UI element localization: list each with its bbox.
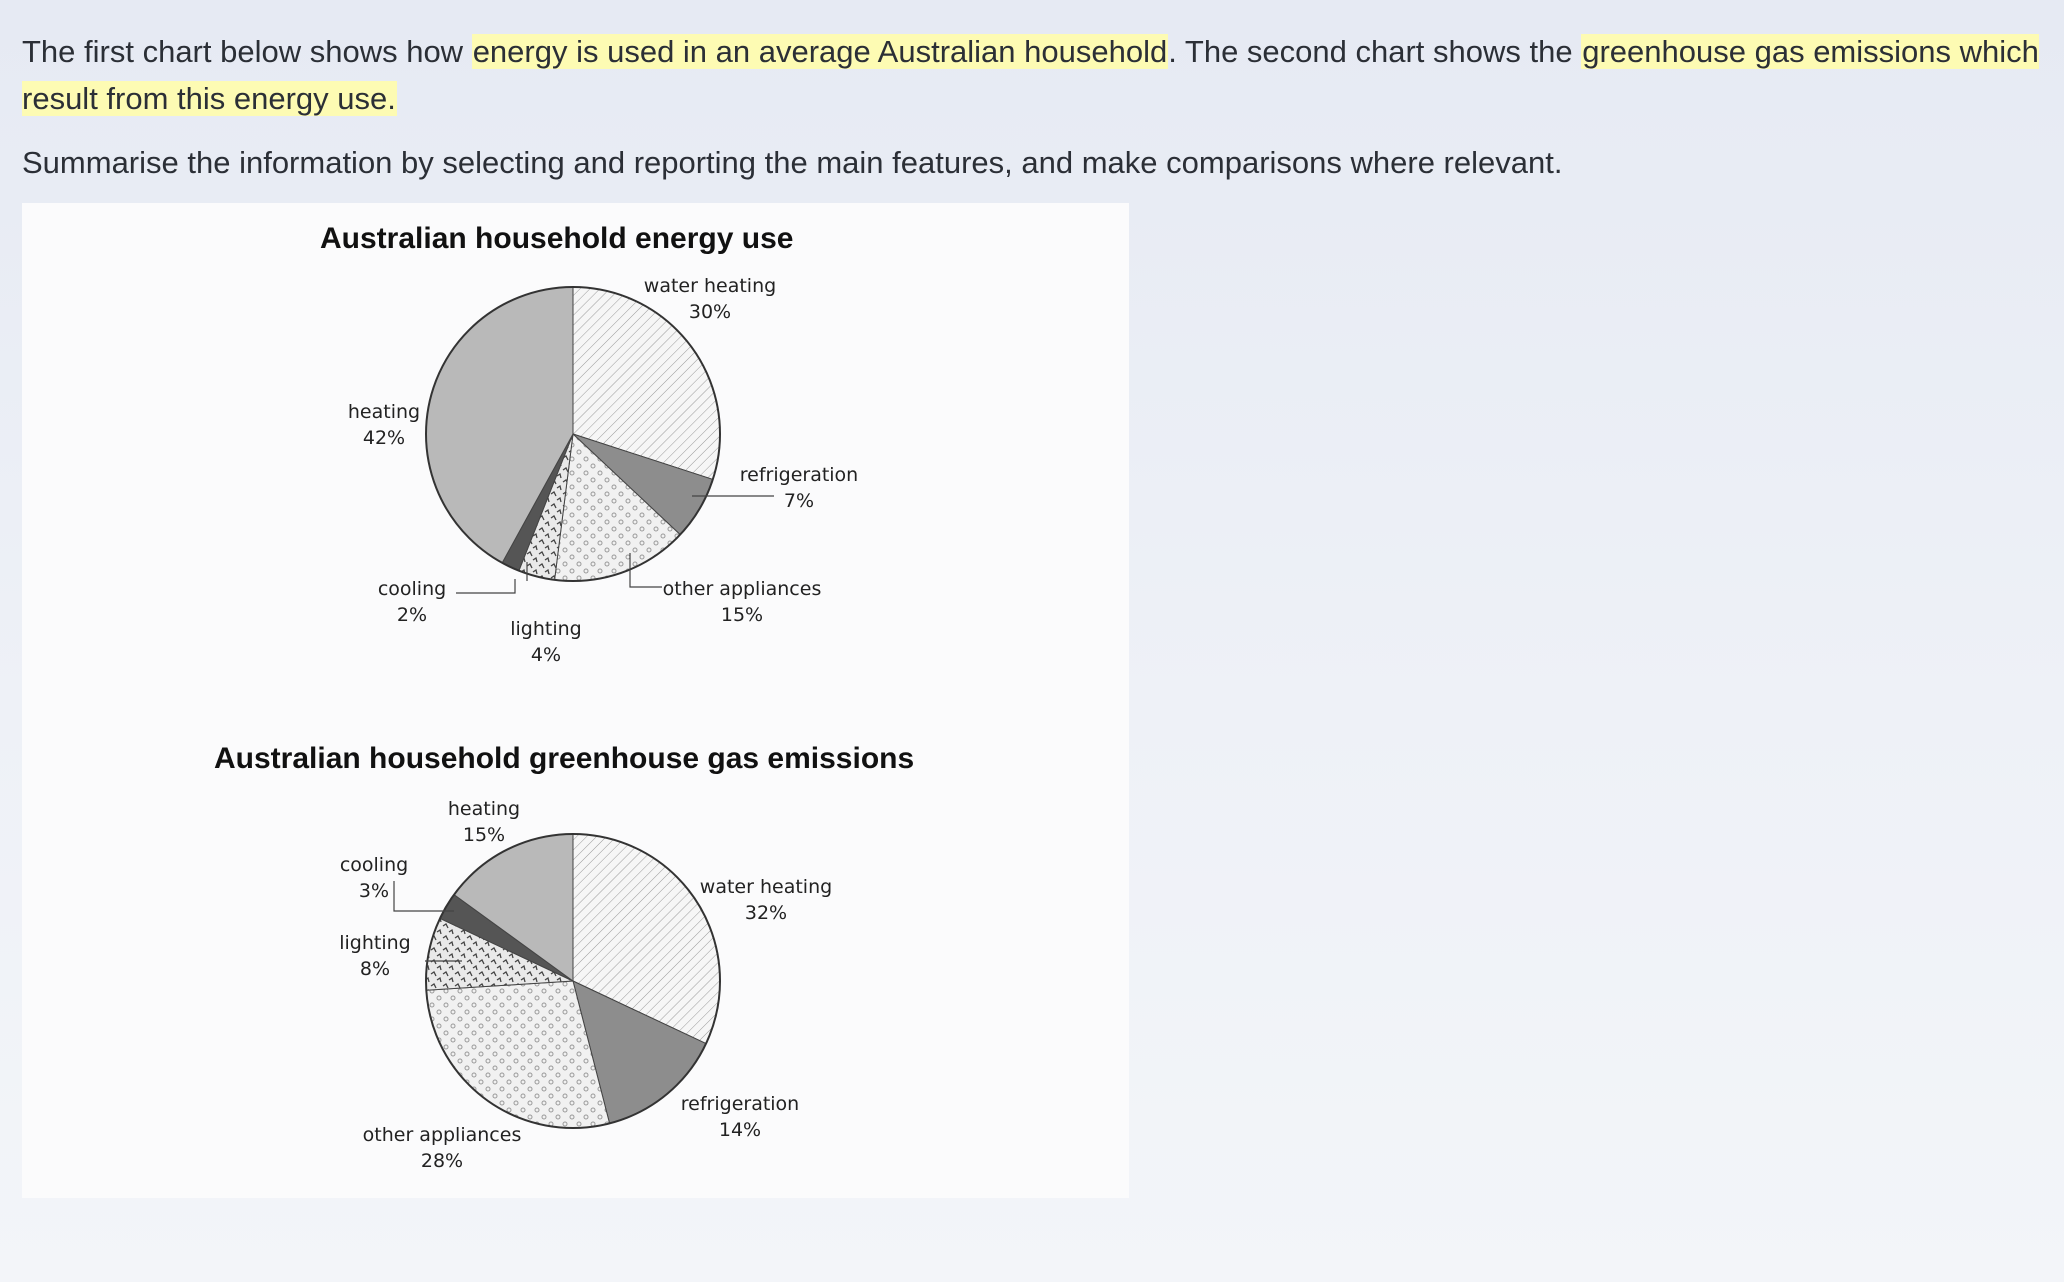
chart-title: Australian household greenhouse gas emis…	[214, 742, 914, 775]
pie-outline	[425, 286, 721, 582]
slice-name-label: lighting	[510, 618, 582, 640]
slice-name-label: water heating	[644, 275, 776, 297]
emissions-chart: Australian household greenhouse gas emis…	[214, 742, 914, 1172]
energy-use-chart: Australian household energy use water he…	[320, 222, 858, 666]
slice-name-label: refrigeration	[740, 464, 858, 486]
slice-value-label: 4%	[531, 644, 561, 666]
slice-value-label: 30%	[689, 301, 731, 323]
slice-value-label: 3%	[359, 880, 389, 902]
slice-name-label: lighting	[339, 932, 411, 954]
slice-value-label: 2%	[397, 604, 427, 626]
prompt-paragraph-1: The first chart below shows how energy i…	[22, 28, 2042, 122]
highlight-energy-use: energy is used in an average Australian …	[471, 34, 1169, 69]
slice-value-label: 28%	[421, 1150, 463, 1172]
slice-value-label: 15%	[721, 604, 763, 626]
pie-outline	[425, 833, 721, 1129]
slice-name-label: heating	[448, 798, 520, 820]
slice-name-label: cooling	[378, 578, 446, 600]
slice-value-label: 32%	[745, 902, 787, 924]
prompt-text: . The second chart shows the	[1168, 34, 1582, 69]
slice-value-label: 8%	[360, 958, 390, 980]
pie-charts: Australian household energy use water he…	[214, 222, 914, 1172]
slice-name-label: other appliances	[363, 1124, 522, 1146]
task-prompt: The first chart below shows how energy i…	[22, 28, 2042, 186]
charts-figure: Australian household energy use water he…	[22, 203, 1129, 1198]
slice-name-label: other appliances	[663, 578, 822, 600]
slice-value-label: 7%	[784, 490, 814, 512]
slice-value-label: 14%	[719, 1119, 761, 1141]
slice-name-label: water heating	[700, 876, 832, 898]
slice-value-label: 15%	[463, 824, 505, 846]
chart-title: Australian household energy use	[320, 222, 793, 255]
slice-value-label: 42%	[363, 427, 405, 449]
prompt-paragraph-2: Summarise the information by selecting a…	[22, 145, 1563, 180]
slice-name-label: heating	[348, 401, 420, 423]
leader-line-other-appliances	[629, 553, 662, 588]
slice-name-label: refrigeration	[681, 1093, 799, 1115]
leader-line-cooling	[456, 579, 516, 594]
leader-line-cooling	[393, 881, 454, 912]
prompt-text: The first chart below shows how	[22, 34, 472, 69]
slice-name-label: cooling	[340, 854, 408, 876]
